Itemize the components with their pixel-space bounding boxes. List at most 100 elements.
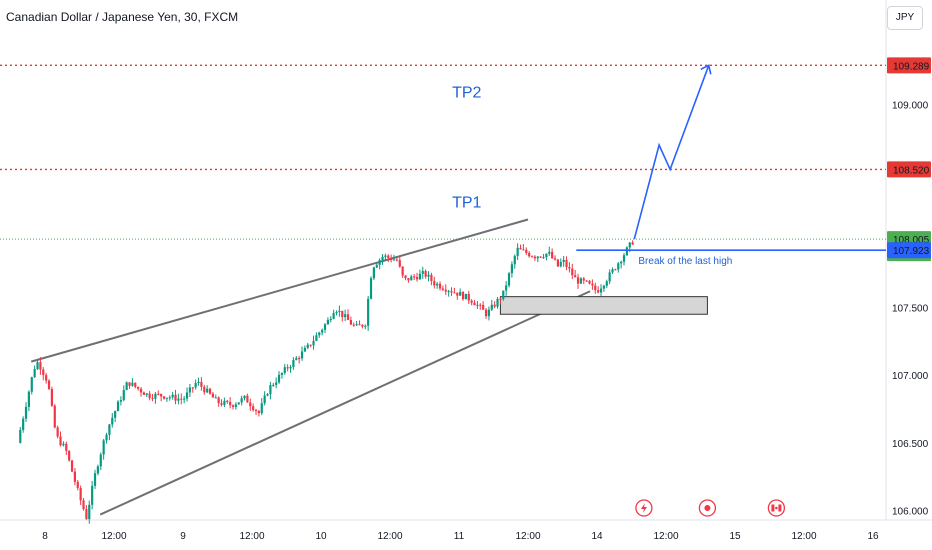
candle-body — [206, 388, 209, 393]
candle-body — [450, 291, 453, 293]
candle-body — [263, 395, 266, 404]
candle-body — [246, 395, 249, 403]
candle-body — [323, 324, 327, 330]
candle-body — [395, 259, 398, 261]
candle-body — [539, 256, 542, 258]
candle-body — [214, 397, 217, 399]
candle-body — [65, 443, 68, 451]
candle-body — [352, 324, 355, 326]
candle-body — [237, 402, 240, 405]
candle-body — [367, 298, 370, 326]
candle-body — [536, 256, 539, 259]
candle-body — [456, 292, 459, 296]
candle-body — [346, 314, 350, 320]
candle-body — [96, 466, 99, 474]
candle-body — [401, 266, 404, 276]
candle-body — [128, 382, 131, 386]
candle-body — [378, 260, 381, 265]
candle-body — [588, 280, 591, 284]
candle-body — [200, 381, 203, 387]
candle-body — [292, 359, 295, 367]
candle-body — [338, 310, 341, 312]
x-tick-label: 12:00 — [239, 531, 264, 542]
candle-body — [387, 255, 390, 258]
candle-body — [413, 276, 416, 278]
candle-body — [476, 304, 479, 306]
event-icons[interactable] — [635, 499, 786, 517]
candle-body — [407, 278, 410, 281]
candle-body — [298, 358, 301, 360]
candle-body — [427, 274, 430, 277]
candle-body — [599, 288, 603, 293]
candle-body — [59, 436, 62, 446]
candle-body — [318, 332, 321, 336]
candle-body — [436, 283, 439, 286]
candle-body — [548, 251, 551, 254]
candle-body — [223, 400, 226, 405]
candle-body — [99, 454, 102, 467]
candle-body — [361, 324, 364, 327]
x-tick-label: 9 — [180, 531, 186, 542]
candle-body — [493, 304, 496, 307]
time-axis[interactable]: 8 12:00 9 12:00 10 12:00 11 12:00 14 12:00 15 12:00… — [42, 531, 879, 542]
candle-body — [574, 275, 577, 278]
tp2-badge-text: 109.289 — [893, 61, 930, 72]
candle-body — [295, 358, 298, 360]
candle-body — [88, 504, 91, 520]
tp1-badge-bg — [887, 161, 931, 178]
candle-body — [203, 386, 206, 393]
candle-body — [533, 256, 536, 259]
candle-body — [116, 401, 120, 412]
candle-body — [151, 398, 154, 400]
candle-body — [464, 293, 467, 300]
candle-body — [556, 259, 559, 267]
candle-body — [611, 269, 614, 273]
y-tick-label: 109.000 — [892, 100, 929, 111]
candle-body — [70, 460, 74, 472]
candle-body — [315, 335, 318, 341]
candle-body — [197, 381, 200, 384]
y-tick-label: 106.000 — [892, 507, 929, 518]
candle-body — [516, 247, 519, 256]
candle-body — [76, 481, 79, 488]
rising-wedge — [30, 218, 591, 516]
candle-body — [375, 264, 378, 268]
candle-body — [496, 298, 499, 307]
candle-body — [162, 396, 166, 399]
candle-body — [142, 392, 145, 395]
x-tick-label: 12:00 — [791, 531, 816, 542]
candle-body — [277, 374, 281, 383]
candle-body — [582, 278, 585, 281]
candle-body — [444, 289, 447, 292]
tp2-badge-bg — [887, 57, 931, 74]
candle-body — [286, 367, 289, 369]
candle-body — [410, 276, 413, 281]
x-tick-label: 15 — [729, 531, 741, 542]
candle-body — [530, 256, 534, 258]
currency-selector[interactable]: JPY — [887, 6, 923, 30]
candle-body — [568, 267, 571, 269]
flag-leaf — [775, 506, 778, 510]
demand-zone-box — [499, 296, 708, 315]
candle-body — [487, 309, 490, 317]
candle-body — [438, 283, 442, 289]
candle-body — [453, 292, 456, 294]
x-tick-label: 16 — [867, 531, 879, 542]
candle-body — [585, 280, 588, 282]
target-levels — [0, 64, 886, 240]
candle-body — [597, 290, 600, 293]
candle-body — [22, 418, 25, 430]
y-tick-label: 107.000 — [892, 371, 929, 382]
flash-glyph — [640, 503, 647, 513]
candle-body — [605, 281, 608, 286]
candle-body — [252, 406, 255, 411]
candle-body — [441, 288, 444, 290]
tp1-badge-text: 108.520 — [893, 165, 930, 176]
candle-body — [220, 403, 223, 405]
breakout-label: Break of the last high — [638, 256, 732, 267]
candle-body — [459, 292, 462, 296]
candle-body — [562, 259, 565, 263]
